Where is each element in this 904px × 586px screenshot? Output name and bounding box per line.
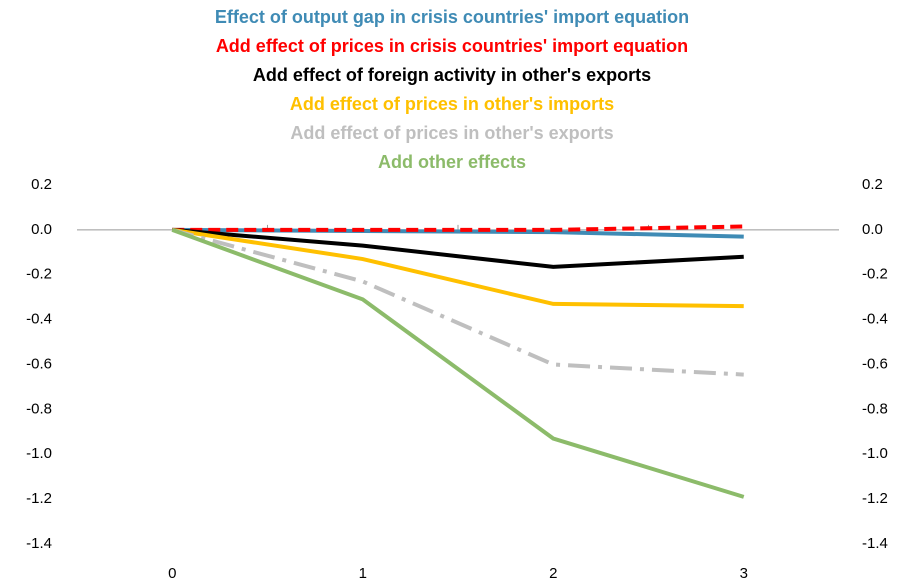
y2-tick-label: -0.2 bbox=[862, 266, 888, 283]
y2-tick-label: -0.4 bbox=[862, 311, 888, 328]
series-line bbox=[171, 227, 744, 377]
legend-title: Add effect of prices in crisis countries… bbox=[216, 36, 688, 56]
y-tick-label: 0.2 bbox=[31, 176, 52, 193]
y-tick-label: 0.0 bbox=[31, 221, 52, 238]
series-line bbox=[172, 224, 744, 232]
x-tick-label: 2 bbox=[549, 565, 557, 582]
y2-tick-label: -1.0 bbox=[862, 445, 888, 462]
y-tick-label: -0.6 bbox=[26, 355, 52, 372]
x-tick-label: 3 bbox=[740, 565, 748, 582]
y-tick-label: -1.4 bbox=[26, 535, 52, 552]
y-tick-label: -0.2 bbox=[26, 266, 52, 283]
series-line bbox=[171, 227, 745, 499]
x-tick-label: 0 bbox=[168, 565, 176, 582]
legend-title: Add effect of prices in other's exports bbox=[290, 123, 613, 143]
y2-tick-label: -1.4 bbox=[862, 535, 888, 552]
y-tick-label: -1.2 bbox=[26, 490, 52, 507]
y2-tick-label: 0.0 bbox=[862, 221, 883, 238]
y2-tick-label: 0.2 bbox=[862, 176, 883, 193]
legend-title: Add effect of foreign activity in other'… bbox=[253, 65, 651, 85]
x-tick-label: 1 bbox=[359, 565, 367, 582]
y2-tick-label: -0.8 bbox=[862, 400, 888, 417]
legend-title: Add effect of prices in other's imports bbox=[290, 94, 614, 114]
y2-tick-label: -1.2 bbox=[862, 490, 888, 507]
y-tick-label: -1.0 bbox=[26, 445, 52, 462]
series-line bbox=[171, 227, 744, 309]
y2-tick-label: -0.6 bbox=[862, 355, 888, 372]
y-tick-label: -0.8 bbox=[26, 400, 52, 417]
legend-title: Effect of output gap in crisis countries… bbox=[215, 7, 689, 27]
legend-title: Add other effects bbox=[378, 152, 526, 172]
series-line bbox=[172, 227, 744, 269]
y-tick-label: -0.4 bbox=[26, 311, 52, 328]
